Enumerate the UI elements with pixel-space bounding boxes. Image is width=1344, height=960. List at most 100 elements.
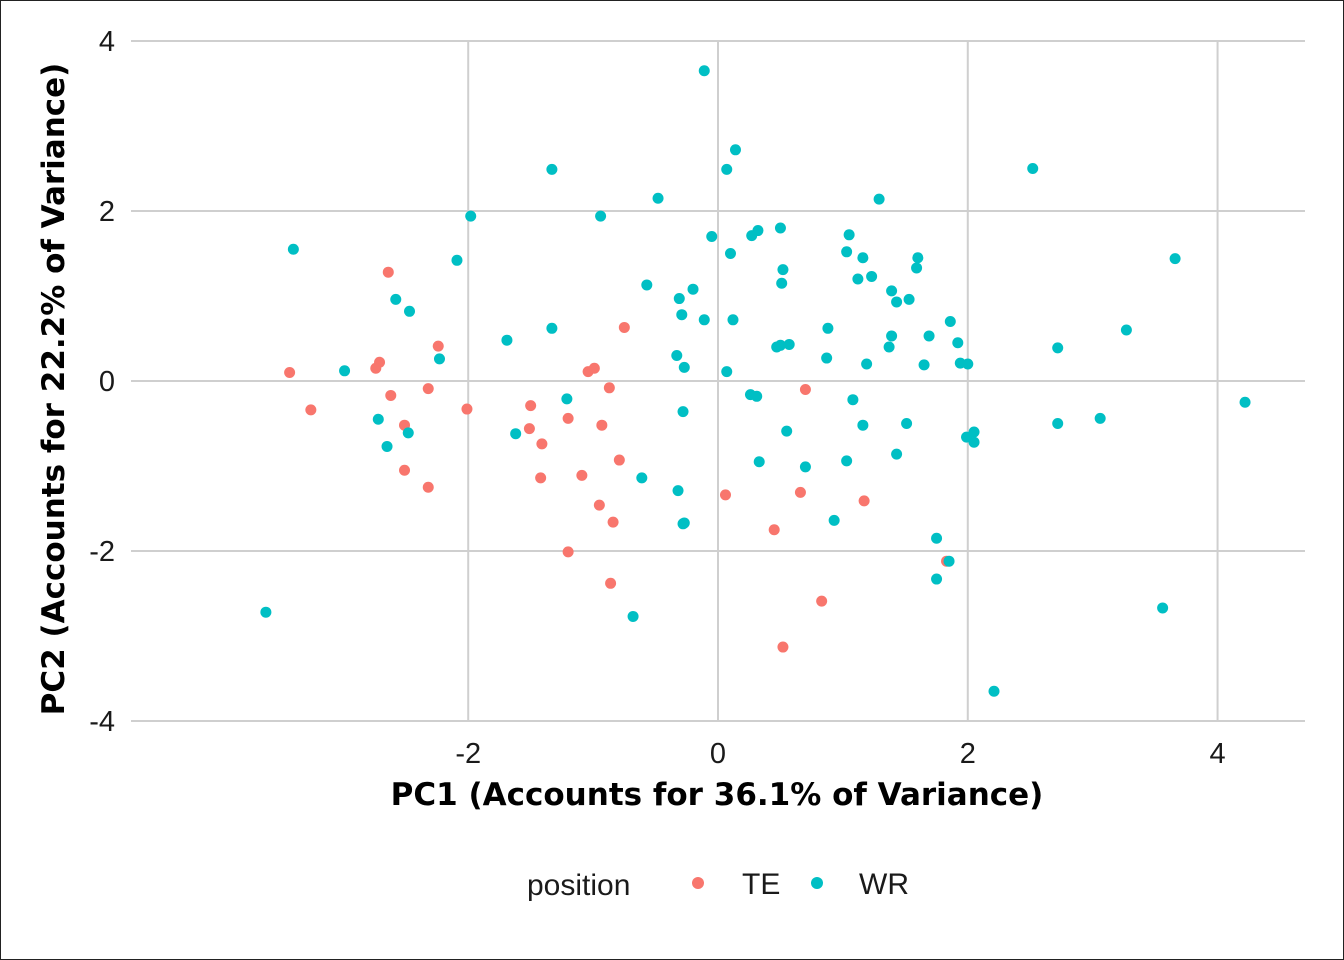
point-wr <box>595 210 607 222</box>
point-te <box>385 389 397 401</box>
point-wr <box>886 330 898 342</box>
point-te <box>858 495 870 507</box>
point-wr <box>339 365 351 377</box>
point-te <box>370 362 382 374</box>
point-te <box>536 438 548 450</box>
point-wr <box>390 293 402 305</box>
point-wr <box>672 485 684 497</box>
point-te <box>607 516 619 528</box>
point-te <box>593 499 605 511</box>
x-tick-label: 0 <box>710 738 726 770</box>
point-wr <box>546 163 558 175</box>
x-tick-label: 4 <box>1210 738 1226 770</box>
point-wr <box>901 418 913 429</box>
point-wr <box>501 334 513 346</box>
point-wr <box>918 359 930 371</box>
point-wr <box>944 316 956 327</box>
point-wr <box>652 192 664 204</box>
point-te <box>719 489 731 501</box>
point-wr <box>852 273 864 285</box>
point-wr <box>1052 418 1064 429</box>
point-te <box>525 400 537 412</box>
point-wr <box>636 472 648 484</box>
point-wr <box>510 428 522 440</box>
y-tick-label: -2 <box>89 536 115 568</box>
y-tick-label: 4 <box>99 26 115 58</box>
x-axis-title: PC1 (Accounts for 36.1% of Variance) <box>391 777 1044 813</box>
point-wr <box>678 361 690 373</box>
point-wr <box>677 406 689 418</box>
y-tick-label: 2 <box>99 196 115 228</box>
point-te <box>562 412 574 424</box>
point-wr <box>724 248 736 259</box>
point-wr <box>721 366 733 378</box>
point-te <box>603 382 615 394</box>
point-te <box>576 469 588 481</box>
point-wr <box>698 65 710 77</box>
point-wr <box>781 425 793 437</box>
point-wr <box>287 243 299 255</box>
point-wr <box>777 264 789 276</box>
data-points <box>260 65 1251 697</box>
point-wr <box>1169 253 1181 265</box>
point-wr <box>988 685 1000 697</box>
y-axis-ticks: -4 -2 0 2 4 <box>89 26 115 738</box>
point-te <box>284 367 296 378</box>
point-wr <box>886 285 898 297</box>
point-wr <box>402 427 414 439</box>
point-wr <box>753 456 765 468</box>
point-wr <box>799 461 811 473</box>
point-te <box>816 595 828 607</box>
point-wr <box>857 419 869 431</box>
point-wr <box>546 322 558 334</box>
point-wr <box>687 283 699 295</box>
y-tick-label: -4 <box>89 706 115 738</box>
point-te <box>461 403 473 415</box>
point-wr <box>641 279 653 291</box>
point-wr <box>822 322 834 334</box>
point-te <box>768 524 780 536</box>
point-wr <box>783 338 795 350</box>
point-wr <box>260 606 272 618</box>
point-te <box>523 423 535 435</box>
point-wr <box>381 440 393 452</box>
point-wr <box>828 514 840 526</box>
point-te <box>305 404 317 416</box>
point-wr <box>774 222 786 234</box>
point-wr <box>883 341 895 353</box>
point-wr <box>891 448 903 460</box>
point-wr <box>627 610 639 622</box>
point-wr <box>943 555 955 567</box>
point-te <box>588 362 600 374</box>
legend: position TE WR <box>527 868 909 902</box>
legend-key-wr <box>811 877 823 889</box>
point-wr <box>776 277 788 289</box>
point-wr <box>903 293 915 305</box>
point-wr <box>912 252 924 264</box>
point-wr <box>677 518 689 530</box>
point-te <box>799 384 811 395</box>
point-wr <box>931 532 943 544</box>
point-wr <box>676 309 688 321</box>
y-tick-label: 0 <box>99 366 115 398</box>
legend-label-wr: WR <box>859 868 909 901</box>
point-wr <box>891 296 903 308</box>
point-te <box>382 266 394 278</box>
y-axis-title: PC2 (Accounts for 22.2% of Variance) <box>36 63 72 716</box>
point-te <box>618 321 630 333</box>
point-wr <box>751 390 763 402</box>
point-wr <box>561 393 573 405</box>
point-wr <box>372 413 384 425</box>
point-wr <box>821 352 833 364</box>
point-wr <box>1157 602 1169 614</box>
point-wr <box>721 163 733 175</box>
point-wr <box>1094 412 1106 424</box>
point-wr <box>847 394 859 406</box>
point-wr <box>673 293 685 305</box>
point-wr <box>1239 396 1251 408</box>
x-tick-label: -2 <box>455 738 481 770</box>
point-wr <box>866 270 878 282</box>
point-wr <box>962 358 974 370</box>
